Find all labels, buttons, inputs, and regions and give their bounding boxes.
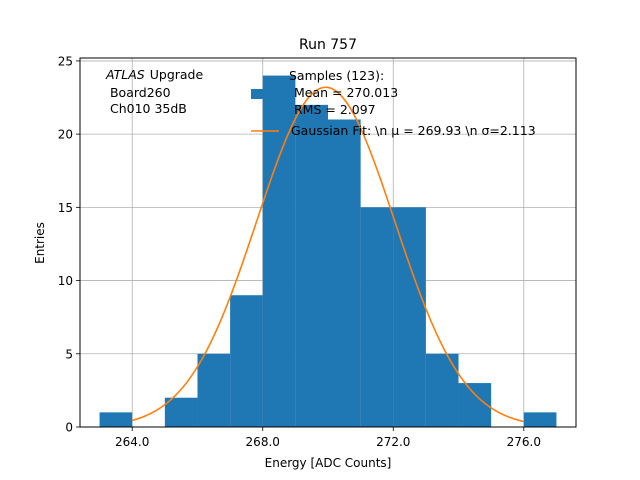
- histogram-bar: [360, 207, 394, 427]
- y-tick-label: 5: [65, 347, 73, 361]
- legend-rms-label: RMS = 2.097: [294, 102, 376, 117]
- histogram-bar: [164, 397, 198, 427]
- histogram-bar: [295, 104, 328, 427]
- legend-samples-patch: [251, 89, 279, 99]
- histogram-bar: [523, 412, 557, 427]
- y-tick-label: 10: [58, 274, 73, 288]
- annotation-atlas: ATLAS: [105, 67, 145, 82]
- histogram-bar: [262, 75, 296, 428]
- y-tick-label: 20: [58, 128, 73, 142]
- y-tick-label: 0: [65, 421, 73, 435]
- annotation-line-1: Upgrade: [150, 67, 204, 82]
- legend-samples-label: Samples (123):: [289, 68, 384, 83]
- plot-frame: [79, 57, 577, 428]
- y-tick-label: 25: [58, 54, 73, 68]
- histogram-bar: [197, 353, 231, 427]
- y-tick-label: 15: [58, 201, 73, 215]
- histogram-bar: [99, 412, 133, 427]
- annotation-line-2: Board260: [106, 85, 171, 100]
- x-tick-label: 272.0: [376, 435, 410, 449]
- histogram-bar: [230, 295, 263, 427]
- x-axis-label: Energy [ADC Counts]: [265, 456, 392, 470]
- gaussian-fit: [131, 86, 524, 423]
- x-tick-label: 268.0: [246, 435, 280, 449]
- histogram-bar: [393, 207, 426, 427]
- y-axis-label: Entries: [33, 222, 47, 264]
- legend-mean-label: Mean = 270.013: [294, 85, 398, 100]
- atlas-annotation: ATLAS Upgrade Board260 Ch010 35dB: [105, 67, 203, 116]
- legend-fit-label: Gaussian Fit: \n μ = 269.93 \n σ=2.113: [291, 123, 536, 138]
- x-tick-label: 264.0: [115, 435, 149, 449]
- chart-title: Run 757: [299, 37, 357, 53]
- histogram-bar: [458, 383, 492, 427]
- histogram-bar: [328, 119, 361, 427]
- x-axis-ticks: 264.0 268.0 272.0 276.0: [115, 427, 541, 449]
- annotation-line-3: Ch010 35dB: [106, 101, 187, 116]
- x-tick-label: 276.0: [507, 435, 541, 449]
- fit-curve: [131, 86, 524, 423]
- y-axis-ticks: 0 5 10 15 20 25: [58, 54, 80, 435]
- legend: Samples (123): Mean = 270.013 RMS = 2.09…: [251, 68, 536, 138]
